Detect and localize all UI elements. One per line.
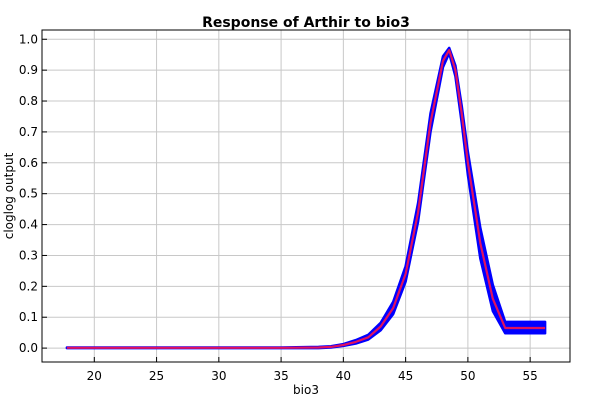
y-tick-label: 0.0: [19, 341, 38, 355]
y-axis-ticks: 0.0 0.1 0.2 0.3 0.4 0.5 0.6 0.7 0.8 0.9 1.0: [19, 32, 47, 355]
x-tick-label: 55: [523, 369, 538, 383]
y-tick-label: 0.1: [19, 310, 38, 324]
x-tick-label: 40: [336, 369, 351, 383]
y-tick-label: 0.8: [19, 94, 38, 108]
grid: [42, 30, 570, 362]
chart-title: Response of Arthir to bio3: [202, 15, 410, 31]
y-tick-label: 0.3: [19, 248, 38, 262]
y-tick-label: 0.9: [19, 63, 38, 77]
y-axis-label: cloglog output: [2, 152, 16, 239]
y-tick-label: 0.4: [19, 218, 38, 232]
y-tick-label: 0.5: [19, 187, 38, 201]
y-tick-label: 0.6: [19, 156, 38, 170]
mean-line: [66, 48, 546, 349]
x-tick-label: 45: [398, 369, 413, 383]
x-tick-label: 25: [149, 369, 164, 383]
plot-area: [41, 29, 571, 363]
x-tick-label: 35: [273, 369, 288, 383]
x-axis-label: bio3: [293, 383, 319, 397]
confidence-band: [65, 46, 547, 350]
y-tick-label: 1.0: [19, 32, 38, 46]
x-axis-ticks: 20 25 30 35 40 45 50 55: [87, 357, 538, 383]
band-area: [65, 46, 547, 350]
y-tick-label: 0.7: [19, 125, 38, 139]
y-tick-label: 0.2: [19, 279, 38, 293]
x-tick-label: 20: [87, 369, 102, 383]
mean-response: [66, 48, 546, 349]
x-tick-label: 50: [460, 369, 475, 383]
x-tick-label: 30: [211, 369, 226, 383]
